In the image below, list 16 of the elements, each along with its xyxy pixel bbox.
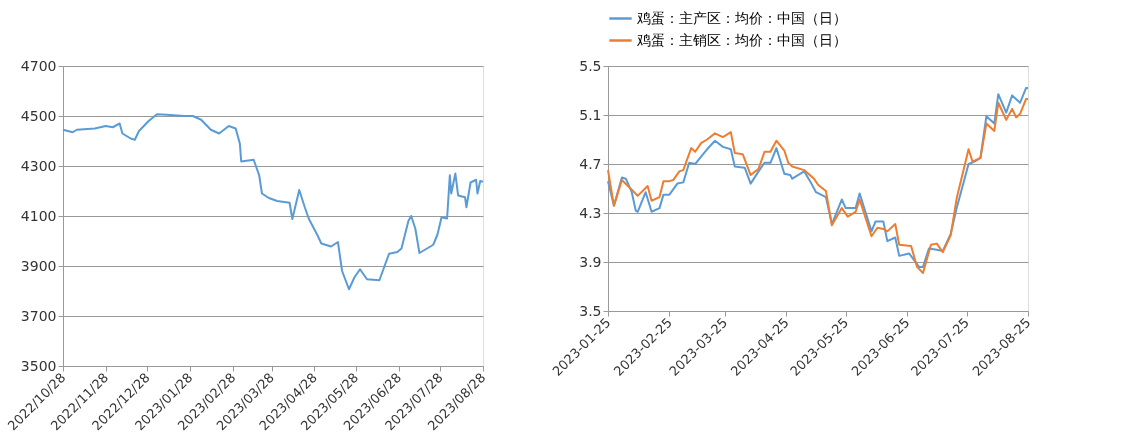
y-tick-label: 5.1 xyxy=(579,106,602,123)
legend-label: 鸡蛋：主销区：均价：中国（日） xyxy=(636,31,847,48)
y-tick-label: 4700 xyxy=(20,57,57,74)
y-tick-label: 3.9 xyxy=(579,253,602,270)
legend-label: 鸡蛋：主产区：均价：中国（日） xyxy=(636,9,847,26)
y-tick-label: 4.3 xyxy=(579,204,602,221)
y-tick-label: 4500 xyxy=(20,107,57,124)
y-tick-label: 3500 xyxy=(20,357,57,374)
y-tick-label: 4.7 xyxy=(579,155,602,172)
y-tick-label: 4100 xyxy=(20,207,57,224)
line-series xyxy=(62,113,484,291)
y-tick-label: 5.5 xyxy=(579,57,602,74)
y-tick-label: 3700 xyxy=(20,307,57,324)
y-tick-label: 3.5 xyxy=(579,302,602,319)
y-tick-label: 4300 xyxy=(20,157,57,174)
y-tick-label: 3900 xyxy=(20,257,57,274)
